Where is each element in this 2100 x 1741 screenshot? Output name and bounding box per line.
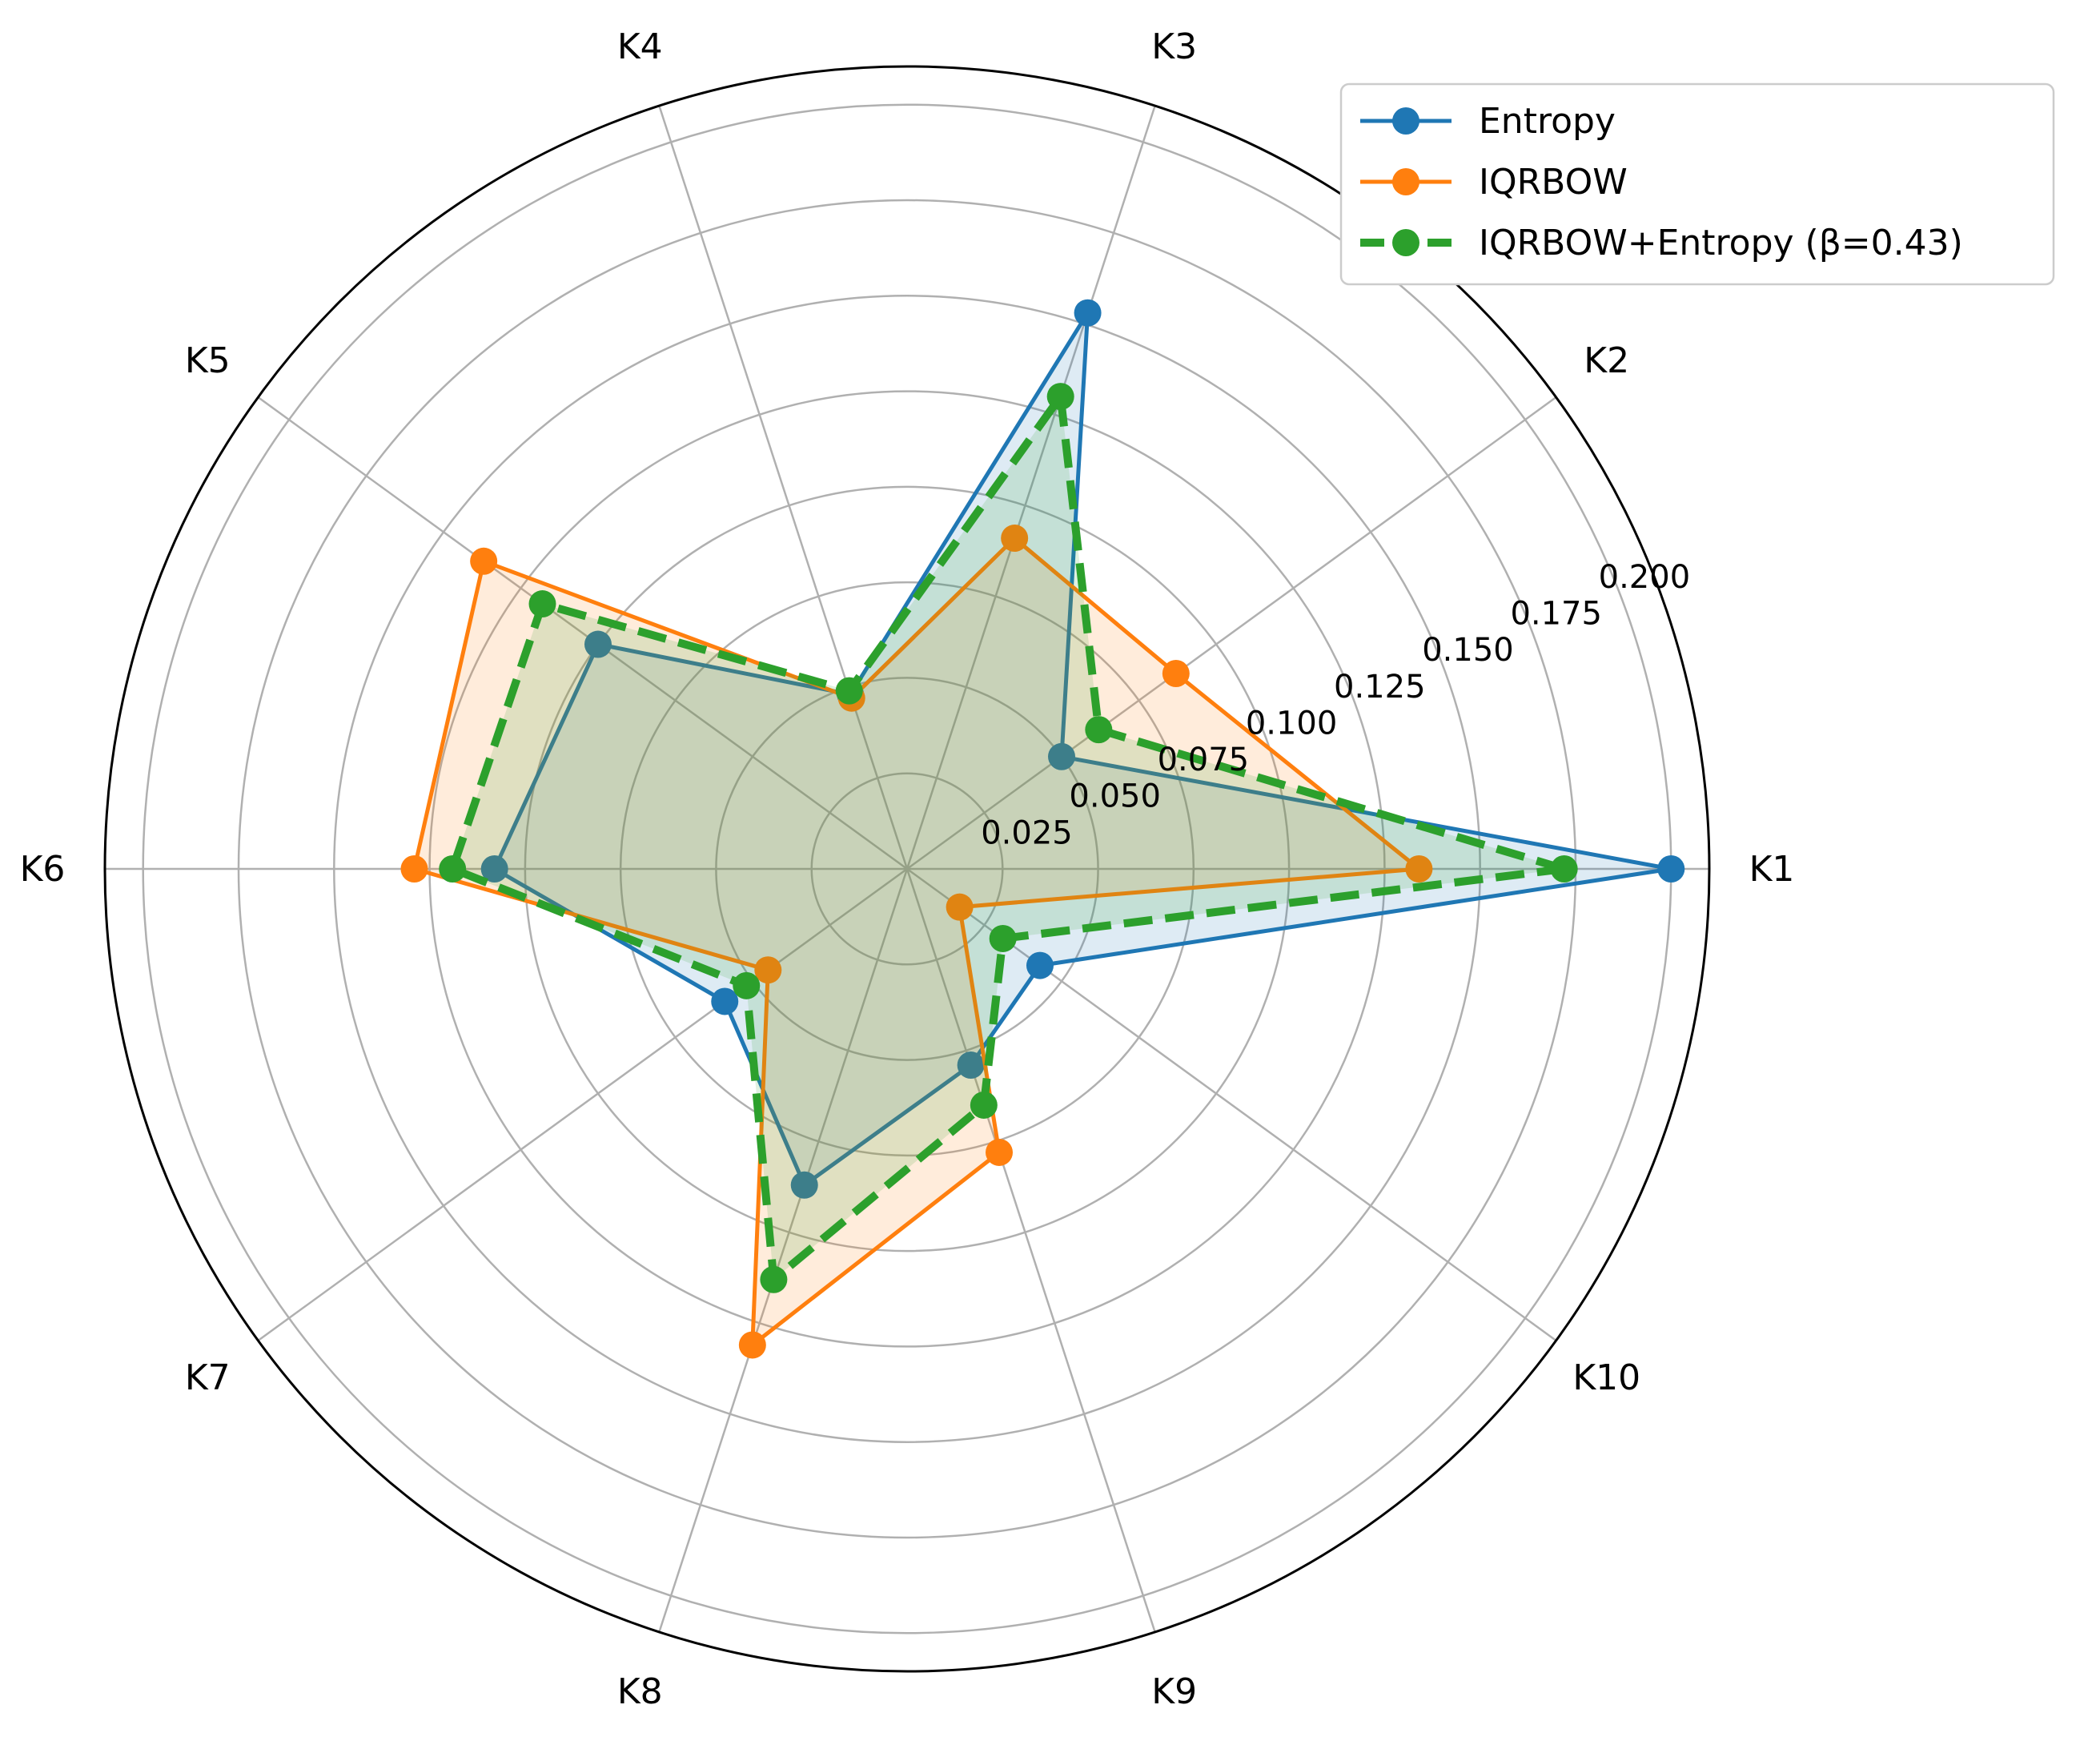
- data-point-k7: [711, 987, 739, 1015]
- data-point-k1: [1405, 855, 1433, 883]
- data-point-k3: [1074, 299, 1102, 327]
- series-layer: [400, 299, 1685, 1359]
- grid-ring: [333, 295, 1481, 1443]
- data-point-k8: [760, 1265, 788, 1293]
- grid-ring: [715, 677, 1099, 1061]
- data-point-k9: [970, 1091, 998, 1119]
- data-point-k5: [584, 630, 612, 658]
- data-point-k10: [946, 893, 974, 921]
- legend-swatch-marker: [1392, 168, 1419, 195]
- data-point-k6: [400, 855, 428, 883]
- grid-ring: [810, 772, 1004, 966]
- radial-tick-label: 0.125: [1334, 669, 1426, 706]
- data-point-k9: [986, 1138, 1014, 1166]
- category-label-k4: K4: [617, 26, 663, 67]
- grid-ring: [524, 485, 1291, 1252]
- data-point-k8: [790, 1171, 818, 1199]
- category-label-k8: K8: [617, 1671, 663, 1712]
- data-point-k10: [1026, 951, 1054, 979]
- grid-ring: [428, 390, 1386, 1348]
- category-label-k7: K7: [185, 1357, 231, 1398]
- data-point-k3: [1046, 383, 1074, 411]
- data-point-k1: [1550, 855, 1578, 883]
- series-2: [400, 525, 1433, 1359]
- category-label-k6: K6: [20, 849, 66, 890]
- category-label-k9: K9: [1151, 1671, 1197, 1712]
- data-point-k10: [989, 924, 1017, 952]
- legend-label: IQRBOW+Entropy (β=0.43): [1479, 223, 1963, 263]
- legend: Entropy IQRBOW IQRBOW+Entropy (β=0.43): [1339, 82, 2055, 286]
- data-point-k2: [1085, 716, 1113, 744]
- series-line: [448, 392, 1568, 1284]
- grid-ring: [619, 581, 1195, 1157]
- radial-tick-label: 0.075: [1158, 742, 1250, 778]
- legend-swatch-marker: [1392, 229, 1419, 256]
- data-point-k5: [528, 590, 556, 618]
- data-point-k7: [733, 971, 761, 999]
- category-label-k1: K1: [1749, 849, 1795, 890]
- data-point-k9: [957, 1051, 985, 1080]
- legend-box: [1339, 82, 2055, 286]
- series-area: [494, 312, 1672, 1185]
- radial-tick-label: 0.050: [1069, 778, 1161, 815]
- series-area: [414, 538, 1419, 1345]
- polar-frame: [103, 65, 1711, 1673]
- radial-tick-label: 0.175: [1510, 595, 1602, 632]
- legend-swatch-marker: [1392, 107, 1419, 135]
- radial-tick-label: 0.150: [1422, 632, 1514, 669]
- category-label-k2: K2: [1584, 340, 1629, 381]
- radial-tick-label: 0.025: [981, 814, 1073, 851]
- data-point-k8: [738, 1331, 766, 1359]
- series-area: [452, 396, 1564, 1280]
- data-point-k5: [470, 547, 498, 575]
- label-layer: 0.0250.0500.0750.1000.1250.1500.1750.200…: [20, 26, 1795, 1712]
- data-point-k1: [1657, 855, 1685, 883]
- data-point-k2: [1162, 660, 1190, 688]
- category-label-k3: K3: [1151, 26, 1197, 67]
- grid-layer: [103, 65, 1711, 1673]
- data-point-k7: [754, 956, 782, 984]
- data-point-k3: [1001, 525, 1029, 553]
- data-point-k6: [439, 855, 467, 883]
- category-label-k10: K10: [1572, 1357, 1640, 1398]
- radial-tick-label: 0.200: [1599, 559, 1691, 596]
- category-label-k5: K5: [185, 340, 231, 381]
- radial-tick-label: 0.100: [1246, 705, 1338, 742]
- legend-label: Entropy: [1479, 101, 1616, 142]
- legend-label: IQRBOW: [1479, 162, 1628, 203]
- series-3: [439, 383, 1578, 1293]
- data-point-k6: [480, 855, 508, 883]
- data-point-k4: [835, 677, 863, 705]
- data-point-k2: [1048, 742, 1076, 770]
